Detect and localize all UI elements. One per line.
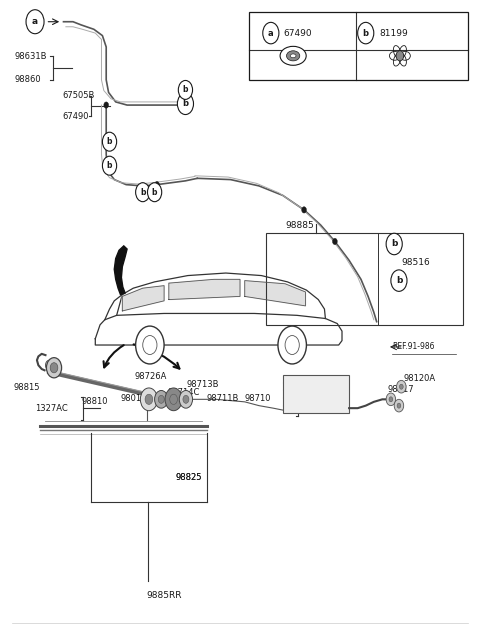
Polygon shape xyxy=(114,246,127,294)
Circle shape xyxy=(170,394,178,404)
Text: 98860: 98860 xyxy=(14,75,41,84)
Circle shape xyxy=(145,394,153,404)
Circle shape xyxy=(104,138,108,145)
Text: b: b xyxy=(391,240,397,248)
Text: 98825: 98825 xyxy=(176,473,203,482)
Text: 98810: 98810 xyxy=(81,397,108,406)
Text: b: b xyxy=(363,29,369,38)
Text: 98631B: 98631B xyxy=(14,52,47,61)
Text: a: a xyxy=(32,17,38,26)
Circle shape xyxy=(391,270,407,291)
Circle shape xyxy=(263,22,279,44)
Text: 98726A: 98726A xyxy=(135,372,167,381)
Text: 98711B: 98711B xyxy=(207,394,239,403)
Text: 98815: 98815 xyxy=(13,383,40,392)
Circle shape xyxy=(386,233,402,255)
Circle shape xyxy=(278,326,306,364)
Text: 81199: 81199 xyxy=(379,29,408,38)
Text: 98700: 98700 xyxy=(297,397,324,406)
Circle shape xyxy=(179,80,192,99)
Circle shape xyxy=(136,183,150,202)
Text: 98825: 98825 xyxy=(176,473,203,482)
Circle shape xyxy=(155,182,159,188)
Text: 98714C: 98714C xyxy=(168,388,200,397)
Circle shape xyxy=(158,396,164,403)
Circle shape xyxy=(155,390,168,408)
Circle shape xyxy=(301,207,306,213)
Ellipse shape xyxy=(280,47,306,65)
Circle shape xyxy=(183,396,189,403)
Circle shape xyxy=(396,51,404,61)
Text: 67490: 67490 xyxy=(62,112,89,121)
Circle shape xyxy=(396,380,406,393)
Text: b: b xyxy=(182,99,189,108)
Circle shape xyxy=(46,360,53,370)
Text: 9885RR: 9885RR xyxy=(146,590,182,599)
Ellipse shape xyxy=(290,54,296,58)
Text: b: b xyxy=(152,188,157,197)
Text: 98120A: 98120A xyxy=(404,374,436,383)
Circle shape xyxy=(386,393,396,406)
Text: 98710: 98710 xyxy=(245,394,271,403)
Circle shape xyxy=(50,362,58,373)
Text: b: b xyxy=(183,85,188,94)
Circle shape xyxy=(47,357,61,378)
Circle shape xyxy=(140,388,157,411)
Circle shape xyxy=(147,183,162,202)
Circle shape xyxy=(26,10,44,34)
Polygon shape xyxy=(169,280,240,299)
Circle shape xyxy=(389,397,393,402)
Text: 98012: 98012 xyxy=(120,394,147,403)
Text: b: b xyxy=(396,276,402,285)
Text: 67490: 67490 xyxy=(284,29,312,38)
Circle shape xyxy=(165,388,182,411)
Circle shape xyxy=(399,384,403,389)
Text: REF.91-986: REF.91-986 xyxy=(392,343,434,352)
Circle shape xyxy=(102,132,117,151)
Text: 98717: 98717 xyxy=(387,385,414,394)
Circle shape xyxy=(104,102,108,108)
Text: b: b xyxy=(107,161,112,170)
Text: b: b xyxy=(140,188,145,197)
Circle shape xyxy=(178,93,193,115)
Circle shape xyxy=(136,326,164,364)
Polygon shape xyxy=(245,281,305,306)
Text: a: a xyxy=(268,29,274,38)
Circle shape xyxy=(140,183,145,189)
Bar xyxy=(283,375,349,413)
Bar xyxy=(266,233,463,325)
Circle shape xyxy=(333,238,337,245)
Text: b: b xyxy=(107,137,112,147)
Circle shape xyxy=(102,156,117,175)
Ellipse shape xyxy=(287,51,300,61)
Circle shape xyxy=(394,399,404,412)
Text: 67505B: 67505B xyxy=(62,91,95,100)
Bar xyxy=(250,11,468,80)
Circle shape xyxy=(397,403,401,408)
Text: 98713B: 98713B xyxy=(187,380,219,389)
Text: 1327AC: 1327AC xyxy=(35,404,68,413)
Text: 98516: 98516 xyxy=(401,259,430,268)
Text: 98885: 98885 xyxy=(285,220,314,229)
Polygon shape xyxy=(122,285,164,311)
Circle shape xyxy=(179,390,192,408)
Circle shape xyxy=(358,22,374,44)
